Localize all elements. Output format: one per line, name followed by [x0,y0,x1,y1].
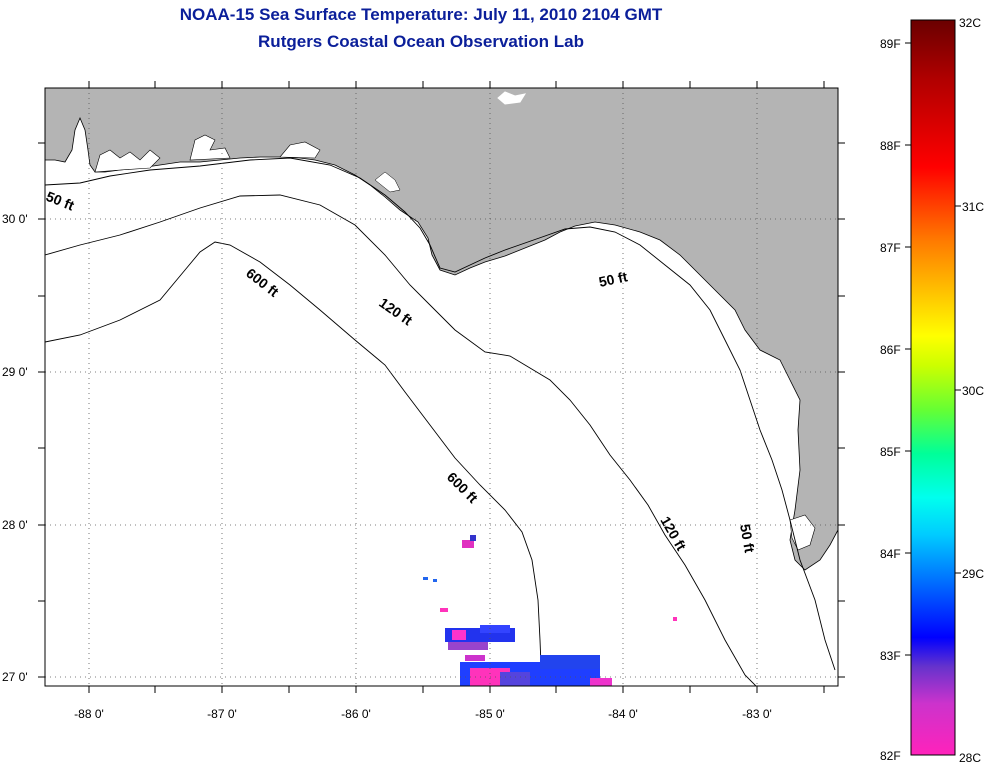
colorbar-ticks [905,42,961,656]
lon-label: -88 0' [74,707,104,721]
land-mass [45,88,838,571]
lon-label: -83 0' [742,707,772,721]
lon-label: -85 0' [475,707,505,721]
colorbar-f-label: 82F [880,749,901,763]
lon-label: -87 0' [207,707,237,721]
colorbar-scale [910,19,956,756]
lake [497,91,527,105]
colorbar-c-label: 30C [962,384,984,398]
contour-label-50ft: 50 ft [737,523,758,554]
lat-label: 28 0' [2,518,28,532]
contour-600ft [45,241,543,686]
colorbar-c-label: 28C [959,751,981,765]
bay [94,149,161,173]
map-frame [44,87,839,687]
colorbar-f-label: 83F [880,649,901,663]
map-subtitle: Rutgers Coastal Ocean Observation Lab [258,32,584,51]
colorbar-f-label: 85F [880,445,901,459]
bay [374,171,401,193]
axis-ticks [38,81,845,693]
colorbar-c-label: 31C [962,200,984,214]
lat-label: 27 0' [2,670,28,684]
lon-label: -84 0' [608,707,638,721]
colorbar-f-label: 86F [880,343,901,357]
bay [789,514,816,551]
colorbar-f-label: 89F [880,37,901,51]
bay [189,134,231,161]
colorbar-f-label: 84F [880,547,901,561]
colorbar-c-label: 32C [959,16,981,30]
colorbar-c-label: 29C [962,567,984,581]
lat-label: 30 0' [2,212,28,226]
contour-120ft [45,194,757,686]
bay [279,141,321,159]
graticule [45,88,838,686]
map-title: NOAA-15 Sea Surface Temperature: July 11… [179,5,663,24]
lon-label: -86 0' [341,707,371,721]
contour-label-50ft: 50 ft [597,268,629,290]
sst-data-pixels [423,535,677,686]
contour-50ft [45,157,836,671]
colorbar-f-label: 88F [880,139,901,153]
lat-label: 29 0' [2,365,28,379]
colorbar-f-label: 87F [880,241,901,255]
